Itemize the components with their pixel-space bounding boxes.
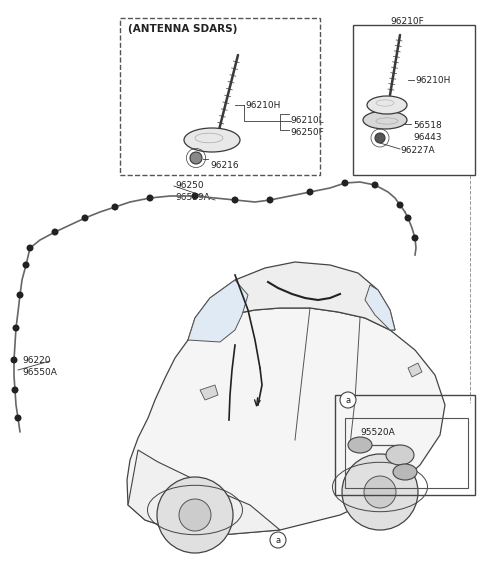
Circle shape xyxy=(231,197,239,203)
Text: 96550A: 96550A xyxy=(22,368,57,377)
Circle shape xyxy=(266,197,274,203)
Text: (ANTENNA SDARS): (ANTENNA SDARS) xyxy=(128,24,238,34)
Text: 96210H: 96210H xyxy=(415,76,450,85)
Circle shape xyxy=(23,261,29,269)
Text: a: a xyxy=(276,536,281,545)
Circle shape xyxy=(364,476,396,508)
Text: 96227A: 96227A xyxy=(400,146,434,155)
Polygon shape xyxy=(365,285,395,330)
Ellipse shape xyxy=(386,445,414,465)
Polygon shape xyxy=(200,385,218,400)
Circle shape xyxy=(405,215,411,221)
Circle shape xyxy=(307,188,313,196)
Text: 96220: 96220 xyxy=(22,356,50,365)
Text: 96250F: 96250F xyxy=(290,128,324,137)
Text: 95520A: 95520A xyxy=(360,428,395,437)
Text: 56518: 56518 xyxy=(413,121,442,130)
Ellipse shape xyxy=(184,128,240,152)
Polygon shape xyxy=(128,450,280,535)
Ellipse shape xyxy=(348,437,372,453)
Circle shape xyxy=(51,229,59,235)
Circle shape xyxy=(14,415,22,422)
Circle shape xyxy=(372,182,379,188)
Circle shape xyxy=(11,356,17,364)
Ellipse shape xyxy=(363,111,407,129)
Circle shape xyxy=(26,244,34,252)
Circle shape xyxy=(12,324,20,332)
Text: 96559A: 96559A xyxy=(175,193,210,202)
Circle shape xyxy=(190,152,202,164)
Ellipse shape xyxy=(367,96,407,114)
Circle shape xyxy=(192,193,199,200)
Text: 96443: 96443 xyxy=(413,133,442,142)
Circle shape xyxy=(16,292,24,298)
Circle shape xyxy=(396,202,404,209)
Circle shape xyxy=(12,387,19,393)
Polygon shape xyxy=(408,363,422,377)
Polygon shape xyxy=(188,280,248,342)
Circle shape xyxy=(411,234,419,242)
Polygon shape xyxy=(188,262,395,340)
Text: 96216: 96216 xyxy=(210,161,239,170)
Text: 96210F: 96210F xyxy=(390,17,424,26)
Circle shape xyxy=(179,499,211,531)
Circle shape xyxy=(157,477,233,553)
Text: a: a xyxy=(346,396,350,405)
Circle shape xyxy=(375,133,385,143)
Ellipse shape xyxy=(393,464,417,480)
Circle shape xyxy=(342,454,418,530)
Polygon shape xyxy=(127,308,445,535)
Circle shape xyxy=(82,215,88,221)
Circle shape xyxy=(340,392,356,408)
Circle shape xyxy=(270,532,286,548)
Text: 96250: 96250 xyxy=(175,181,204,190)
Circle shape xyxy=(146,194,154,202)
Circle shape xyxy=(111,203,119,211)
Circle shape xyxy=(341,179,348,187)
Text: 96210H: 96210H xyxy=(245,101,280,110)
Text: 96210L: 96210L xyxy=(290,116,324,125)
